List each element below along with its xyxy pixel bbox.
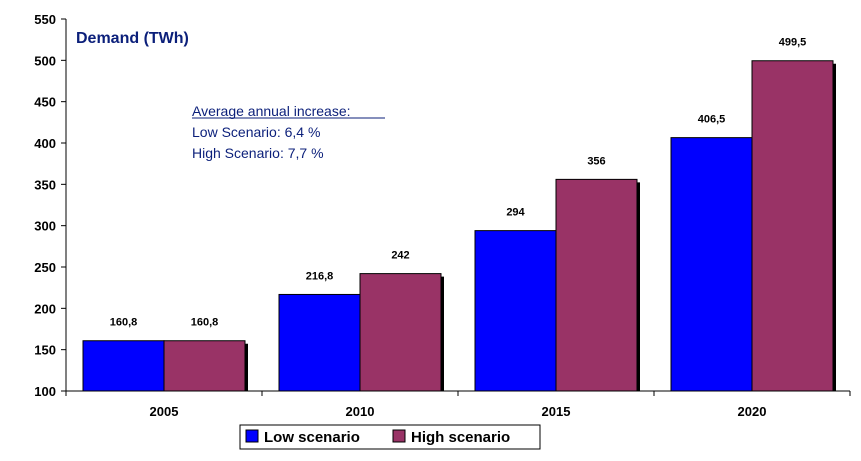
y-tick-labels: 100 150 200 250 300 350 400 450 500 550 bbox=[34, 12, 56, 399]
y-tick-label: 150 bbox=[34, 343, 56, 358]
legend-swatch-low bbox=[245, 429, 259, 443]
x-tick-label: 2020 bbox=[738, 404, 767, 419]
y-tick-label: 250 bbox=[34, 260, 56, 275]
x-tick-label: 2005 bbox=[150, 404, 179, 419]
data-label: 242 bbox=[391, 250, 409, 262]
data-label: 356 bbox=[587, 155, 605, 167]
bar bbox=[359, 273, 442, 392]
data-label: 160,8 bbox=[191, 317, 219, 329]
x-tick-label: 2015 bbox=[542, 404, 571, 419]
x-tick-label: 2010 bbox=[346, 404, 375, 419]
axes bbox=[61, 18, 851, 396]
legend-label-high: High scenario bbox=[411, 429, 510, 446]
bar bbox=[82, 340, 165, 392]
bar bbox=[555, 178, 638, 392]
y-tick-label: 300 bbox=[34, 219, 56, 234]
bar bbox=[474, 230, 557, 392]
data-labels: 160,8 160,8 216,8 242 294 356 406,5 499,5 bbox=[110, 37, 807, 329]
legend-swatch-high bbox=[392, 429, 406, 443]
data-label: 216,8 bbox=[306, 270, 334, 282]
data-label: 294 bbox=[506, 207, 525, 219]
annotation-heading: Average annual increase: bbox=[192, 103, 351, 119]
data-label: 499,5 bbox=[779, 37, 807, 49]
legend: Low scenario High scenario bbox=[239, 424, 541, 450]
y-tick-label: 200 bbox=[34, 301, 56, 316]
y-tick-label: 450 bbox=[34, 95, 56, 110]
data-label: 160,8 bbox=[110, 317, 138, 329]
chart-title: Demand (TWh) bbox=[76, 30, 189, 47]
bar bbox=[278, 293, 361, 392]
legend-label-low: Low scenario bbox=[264, 429, 360, 446]
bar bbox=[163, 340, 246, 392]
annotation: Average annual increase: Low Scenario: 6… bbox=[192, 103, 385, 161]
y-tick-label: 500 bbox=[34, 53, 56, 68]
bars bbox=[82, 60, 834, 392]
y-tick-label: 350 bbox=[34, 177, 56, 192]
y-tick-label: 400 bbox=[34, 136, 56, 151]
bar bbox=[751, 60, 834, 392]
bar bbox=[670, 137, 753, 392]
annotation-line-high: High Scenario: 7,7 % bbox=[192, 145, 324, 161]
x-tick-labels: 2005 2010 2015 2020 bbox=[150, 404, 767, 419]
data-label: 406,5 bbox=[698, 114, 726, 126]
y-tick-label: 100 bbox=[34, 384, 56, 399]
annotation-line-low: Low Scenario: 6,4 % bbox=[192, 124, 320, 140]
legend-box bbox=[239, 424, 541, 450]
y-tick-label: 550 bbox=[34, 12, 56, 27]
